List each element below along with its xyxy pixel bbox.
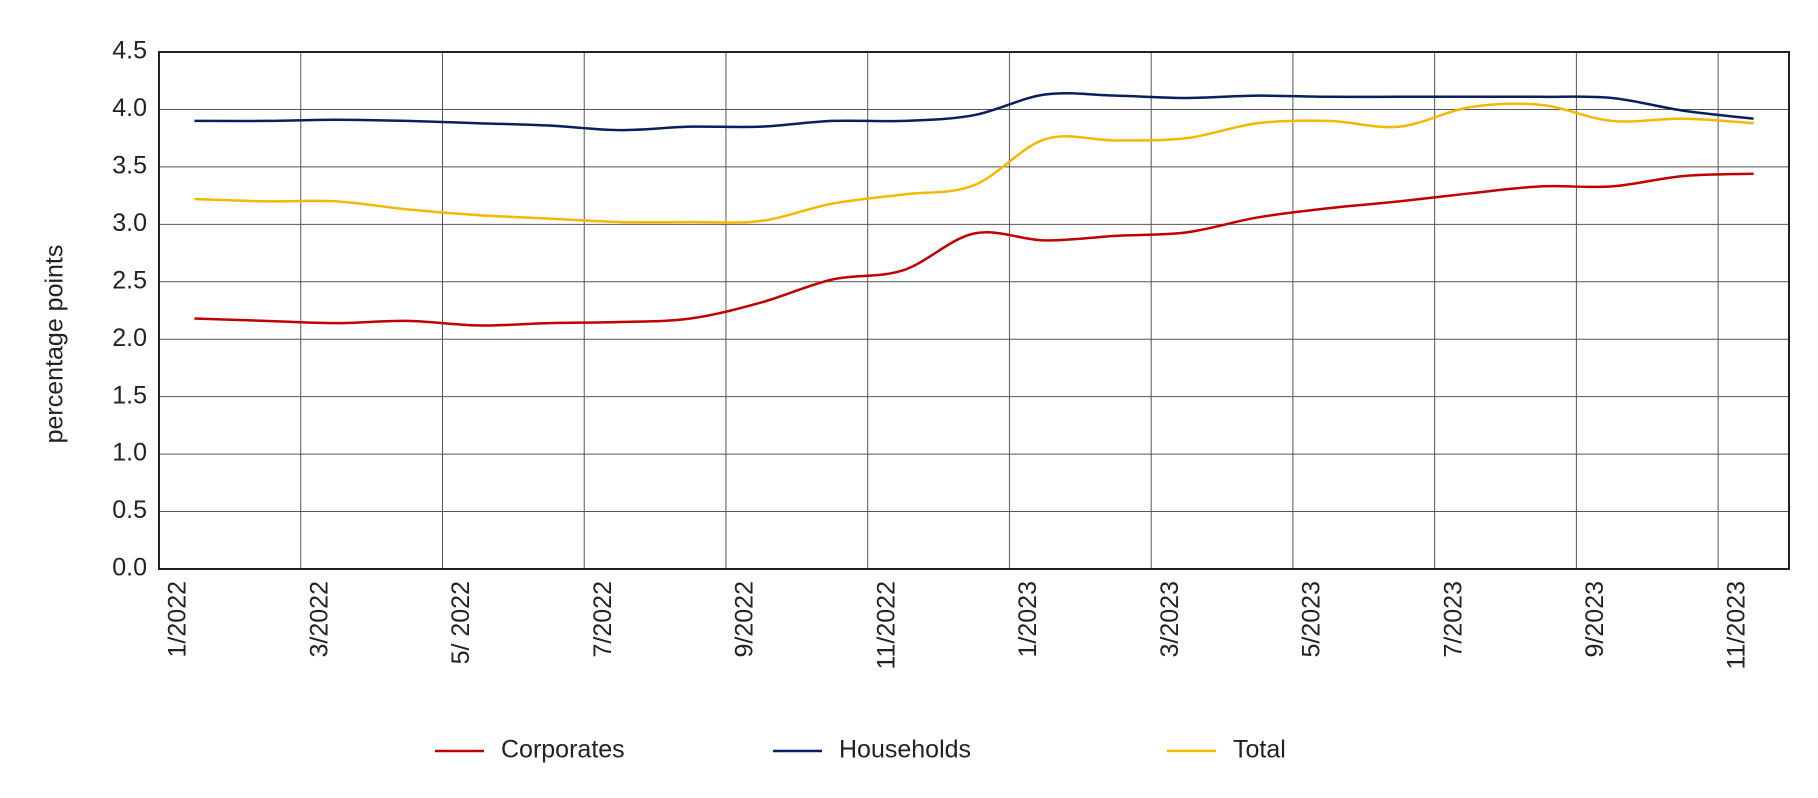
x-tick-label: 9/2023	[1581, 581, 1609, 657]
x-tick-label: 1/2023	[1014, 581, 1042, 657]
y-tick-label: 0.5	[112, 496, 147, 524]
data-line	[194, 172, 1754, 327]
y-tick-label: 1.5	[112, 381, 147, 409]
x-tick-label: 7/2022	[589, 581, 617, 657]
x-tick-label: 1/2022	[164, 581, 192, 657]
x-tick-label: 9/2022	[731, 581, 759, 657]
y-tick-label: 3.0	[112, 209, 147, 237]
x-tick-label: 5/2023	[1298, 581, 1326, 657]
data-line	[194, 91, 1754, 132]
y-tick-label: 2.5	[112, 266, 147, 294]
x-tick-label: 11/2023	[1723, 581, 1751, 670]
x-tick-label: 5/ 2022	[447, 581, 475, 664]
y-tick-label: 0.0	[112, 554, 147, 582]
y-tick-label: 4.0	[112, 94, 147, 122]
y-tick-label: 1.0	[112, 439, 147, 467]
legend-label: Households	[839, 736, 971, 764]
legend-label: Corporates	[501, 736, 625, 764]
data-line	[194, 102, 1754, 224]
y-axis-label: percentage points	[41, 245, 69, 444]
y-tick-label: 4.5	[112, 37, 147, 65]
x-tick-label: 3/2022	[305, 581, 333, 657]
y-tick-label: 3.5	[112, 151, 147, 179]
x-tick-label: 11/2022	[872, 581, 900, 670]
plot-frame	[158, 51, 1790, 570]
x-tick-label: 3/2023	[1156, 581, 1184, 657]
x-tick-label: 7/2023	[1439, 581, 1467, 657]
legend-label: Total	[1233, 736, 1286, 764]
y-tick-label: 2.0	[112, 324, 147, 352]
